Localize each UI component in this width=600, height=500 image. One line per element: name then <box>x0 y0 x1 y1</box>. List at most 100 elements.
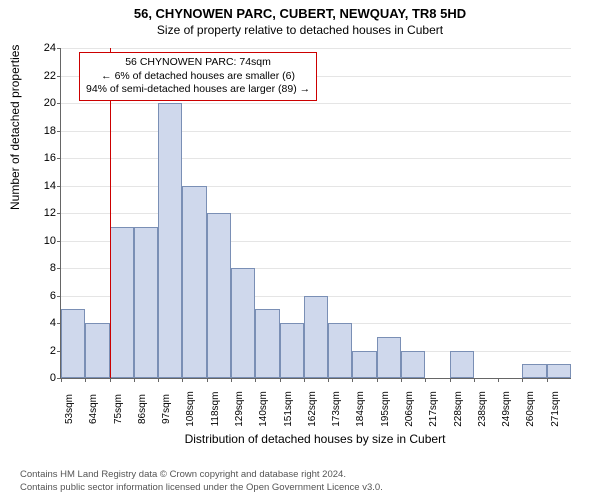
y-tick-label: 18 <box>31 125 56 137</box>
chart-title: 56, CHYNOWEN PARC, CUBERT, NEWQUAY, TR8 … <box>0 0 600 21</box>
y-tick-mark <box>57 241 61 242</box>
x-tick-label: 271sqm <box>550 391 561 427</box>
grid-line <box>61 131 571 132</box>
y-tick-label: 0 <box>31 372 56 384</box>
x-tick-mark <box>547 378 548 382</box>
histogram-bar <box>207 213 231 378</box>
x-tick-label: 108sqm <box>185 391 196 427</box>
y-tick-mark <box>57 131 61 132</box>
y-tick-label: 10 <box>31 235 56 247</box>
footer: Contains HM Land Registry data © Crown c… <box>20 469 383 494</box>
x-tick-label: 151sqm <box>283 391 294 427</box>
x-tick-label: 249sqm <box>501 391 512 427</box>
y-tick-label: 12 <box>31 207 56 219</box>
grid-line <box>61 186 571 187</box>
x-tick-mark <box>474 378 475 382</box>
x-tick-mark <box>304 378 305 382</box>
histogram-bar <box>182 186 206 379</box>
x-tick-mark <box>450 378 451 382</box>
histogram-bar <box>134 227 158 378</box>
x-tick-label: 75sqm <box>113 394 124 424</box>
annotation-line-3: 94% of semi-detached houses are larger (… <box>86 83 310 97</box>
y-tick-mark <box>57 76 61 77</box>
x-tick-mark <box>182 378 183 382</box>
y-tick-label: 4 <box>31 317 56 329</box>
y-tick-mark <box>57 158 61 159</box>
histogram-bar <box>401 351 425 379</box>
y-tick-label: 6 <box>31 290 56 302</box>
annotation-line-2: ← 6% of detached houses are smaller (6) <box>86 70 310 84</box>
x-tick-mark <box>425 378 426 382</box>
histogram-bar <box>255 309 279 378</box>
x-tick-label: 260sqm <box>525 391 536 427</box>
histogram-bar <box>85 323 109 378</box>
x-tick-mark <box>280 378 281 382</box>
x-tick-label: 173sqm <box>331 391 342 427</box>
footer-line-2: Contains public sector information licen… <box>20 482 383 494</box>
histogram-bar <box>352 351 376 379</box>
x-tick-mark <box>61 378 62 382</box>
y-tick-label: 14 <box>31 180 56 192</box>
grid-line <box>61 158 571 159</box>
x-tick-label: 228sqm <box>453 391 464 427</box>
x-tick-mark <box>158 378 159 382</box>
x-tick-label: 162sqm <box>307 391 318 427</box>
x-tick-mark <box>85 378 86 382</box>
histogram-bar <box>450 351 474 379</box>
x-tick-mark <box>134 378 135 382</box>
x-tick-mark <box>231 378 232 382</box>
histogram-bar <box>61 309 85 378</box>
x-tick-label: 97sqm <box>161 394 172 424</box>
x-axis-label: Distribution of detached houses by size … <box>60 432 570 446</box>
y-tick-label: 8 <box>31 262 56 274</box>
x-tick-label: 86sqm <box>137 394 148 424</box>
x-tick-mark <box>352 378 353 382</box>
y-axis-label: Number of detached properties <box>8 45 22 210</box>
histogram-bar <box>522 364 546 378</box>
x-tick-label: 217sqm <box>428 391 439 427</box>
x-tick-label: 206sqm <box>404 391 415 427</box>
y-tick-label: 16 <box>31 152 56 164</box>
x-tick-mark <box>328 378 329 382</box>
y-tick-label: 22 <box>31 70 56 82</box>
histogram-bar <box>377 337 401 378</box>
plot-area: 56 CHYNOWEN PARC: 74sqm ← 6% of detached… <box>60 48 571 379</box>
y-tick-label: 2 <box>31 345 56 357</box>
x-tick-mark <box>401 378 402 382</box>
x-tick-label: 53sqm <box>64 394 75 424</box>
histogram-bar <box>547 364 571 378</box>
x-tick-mark <box>207 378 208 382</box>
footer-line-1: Contains HM Land Registry data © Crown c… <box>20 469 383 481</box>
grid-line <box>61 48 571 49</box>
chart-container: 56, CHYNOWEN PARC, CUBERT, NEWQUAY, TR8 … <box>0 0 600 500</box>
histogram-bar <box>110 227 134 378</box>
x-tick-label: 184sqm <box>355 391 366 427</box>
histogram-bar <box>328 323 352 378</box>
y-tick-label: 20 <box>31 97 56 109</box>
y-tick-mark <box>57 186 61 187</box>
y-tick-label: 24 <box>31 42 56 54</box>
histogram-bar <box>280 323 304 378</box>
x-tick-mark <box>377 378 378 382</box>
y-tick-mark <box>57 268 61 269</box>
x-tick-label: 195sqm <box>380 391 391 427</box>
y-tick-mark <box>57 48 61 49</box>
x-tick-label: 140sqm <box>258 391 269 427</box>
x-tick-label: 118sqm <box>210 392 221 427</box>
histogram-bar <box>304 296 328 379</box>
x-tick-label: 238sqm <box>477 391 488 427</box>
x-tick-mark <box>255 378 256 382</box>
annotation-line-1: 56 CHYNOWEN PARC: 74sqm <box>86 56 310 70</box>
y-tick-mark <box>57 213 61 214</box>
x-tick-mark <box>498 378 499 382</box>
y-tick-mark <box>57 103 61 104</box>
annotation-box: 56 CHYNOWEN PARC: 74sqm ← 6% of detached… <box>79 52 317 101</box>
x-tick-label: 129sqm <box>234 391 245 427</box>
y-tick-mark <box>57 296 61 297</box>
x-tick-mark <box>110 378 111 382</box>
histogram-bar <box>158 103 182 378</box>
x-tick-label: 64sqm <box>88 394 99 424</box>
chart-subtitle: Size of property relative to detached ho… <box>0 21 600 37</box>
grid-line <box>61 213 571 214</box>
grid-line <box>61 103 571 104</box>
